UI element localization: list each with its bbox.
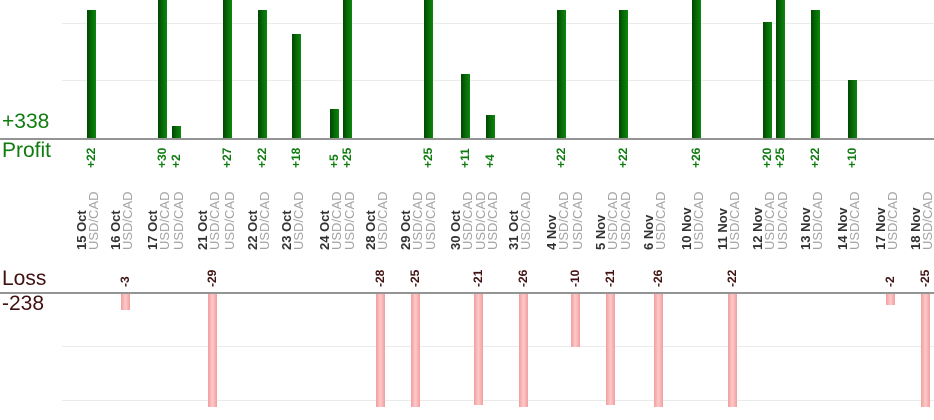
instrument-label: USD/CAD <box>222 191 237 250</box>
instrument-label: USD/CAD <box>920 191 934 250</box>
profit-baseline <box>0 138 934 140</box>
profit-value-label: +30 <box>155 147 169 168</box>
loss-value-label: -28 <box>373 269 387 287</box>
loss-bar[interactable] <box>376 294 385 407</box>
profit-value-label: +22 <box>84 147 98 168</box>
profit-value-label: +26 <box>689 147 703 168</box>
loss-bar[interactable] <box>474 294 483 405</box>
profit-value-label: +11 <box>458 148 472 168</box>
instrument-label: USD/CAD <box>810 191 825 250</box>
profit-value-label: +25 <box>421 147 435 168</box>
loss-value-label: -26 <box>651 269 665 287</box>
profit-axis-label: Profit <box>2 139 52 162</box>
instrument-label: USD/CAD <box>518 191 533 250</box>
loss-bar[interactable] <box>728 294 737 407</box>
instrument-label: USD/CAD <box>375 191 390 250</box>
loss-bar[interactable] <box>606 294 615 405</box>
profit-value-label: +22 <box>808 147 822 168</box>
instrument-label: USD/CAD <box>291 191 306 250</box>
loss-bar[interactable] <box>571 294 580 347</box>
profit-value-label: +22 <box>255 147 269 168</box>
loss-bar[interactable] <box>121 294 130 310</box>
profit-total: +338 <box>2 110 50 133</box>
loss-value-label: -21 <box>603 269 617 287</box>
loss-value-label: -10 <box>568 269 582 287</box>
profit-bar[interactable] <box>87 10 96 138</box>
loss-value-label: -25 <box>918 269 932 287</box>
loss-value-label: -29 <box>205 269 219 287</box>
instrument-label: USD/CAD <box>171 191 186 250</box>
profit-bar[interactable] <box>848 80 857 138</box>
profit-value-label: +2 <box>169 154 183 168</box>
profit-bar[interactable] <box>258 10 267 138</box>
profit-value-label: +25 <box>340 147 354 168</box>
loss-bar[interactable] <box>208 294 217 407</box>
instrument-label: USD/CAD <box>570 191 585 250</box>
profit-bar[interactable] <box>557 10 566 138</box>
loss-gridline-20 <box>62 400 934 401</box>
loss-value-label: -26 <box>516 269 530 287</box>
loss-value-label: -25 <box>408 269 422 287</box>
profit-gridline-10 <box>62 80 934 81</box>
instrument-label: USD/CAD <box>691 191 706 250</box>
profit-value-label: +22 <box>554 147 568 168</box>
instrument-label: USD/CAD <box>618 191 633 250</box>
loss-bar[interactable] <box>886 294 895 305</box>
instrument-label: USD/CAD <box>120 191 135 250</box>
profit-bar[interactable] <box>763 22 772 138</box>
instrument-label: USD/CAD <box>157 191 172 250</box>
instrument-label: USD/CAD <box>485 191 500 250</box>
loss-bar[interactable] <box>654 294 663 407</box>
loss-axis-label: Loss <box>2 267 47 290</box>
profit-pane <box>0 0 934 138</box>
profit-bar[interactable] <box>811 10 820 138</box>
profit-bar[interactable] <box>172 126 181 138</box>
loss-bar[interactable] <box>921 294 930 407</box>
instrument-label: USD/CAD <box>653 191 668 250</box>
profit-bar[interactable] <box>343 0 352 138</box>
loss-bar[interactable] <box>411 294 420 407</box>
loss-value-label: -22 <box>725 269 739 287</box>
profit-value-label: +4 <box>483 154 497 168</box>
loss-bar[interactable] <box>519 294 528 407</box>
profit-bar[interactable] <box>619 10 628 138</box>
instrument-label: USD/CAD <box>847 191 862 250</box>
profit-bar[interactable] <box>158 0 167 138</box>
profit-value-label: +5 <box>327 154 341 168</box>
profit-value-label: +22 <box>616 147 630 168</box>
profit-bar[interactable] <box>776 0 785 138</box>
profit-bar[interactable] <box>223 0 232 138</box>
profit-value-label: +18 <box>289 147 303 168</box>
loss-value-label: -21 <box>471 269 485 287</box>
profit-value-label: +20 <box>760 147 774 168</box>
instrument-label: USD/CAD <box>342 191 357 250</box>
profit-value-label: +25 <box>773 147 787 168</box>
instrument-label: USD/CAD <box>727 191 742 250</box>
loss-gridline-10 <box>62 346 934 347</box>
loss-value-label: -3 <box>118 276 132 287</box>
instrument-label: USD/CAD <box>423 191 438 250</box>
profit-bar[interactable] <box>330 109 339 138</box>
profit-bar[interactable] <box>692 0 701 138</box>
profit-bar[interactable] <box>292 34 301 138</box>
instrument-label: USD/CAD <box>885 191 900 250</box>
profit-gridline-20 <box>62 23 934 24</box>
profit-value-label: +10 <box>845 147 859 168</box>
profit-bar[interactable] <box>461 74 470 138</box>
profit-value-label: +27 <box>220 147 234 168</box>
instrument-label: USD/CAD <box>775 191 790 250</box>
instrument-label: USD/CAD <box>257 191 272 250</box>
instrument-label: USD/CAD <box>86 191 101 250</box>
profit-bar[interactable] <box>486 115 495 138</box>
instrument-label: USD/CAD <box>207 191 222 250</box>
loss-baseline <box>0 292 934 294</box>
instrument-label: USD/CAD <box>556 191 571 250</box>
loss-value-label: -2 <box>883 276 897 287</box>
loss-total: -238 <box>2 292 45 315</box>
profit-bar[interactable] <box>424 0 433 138</box>
